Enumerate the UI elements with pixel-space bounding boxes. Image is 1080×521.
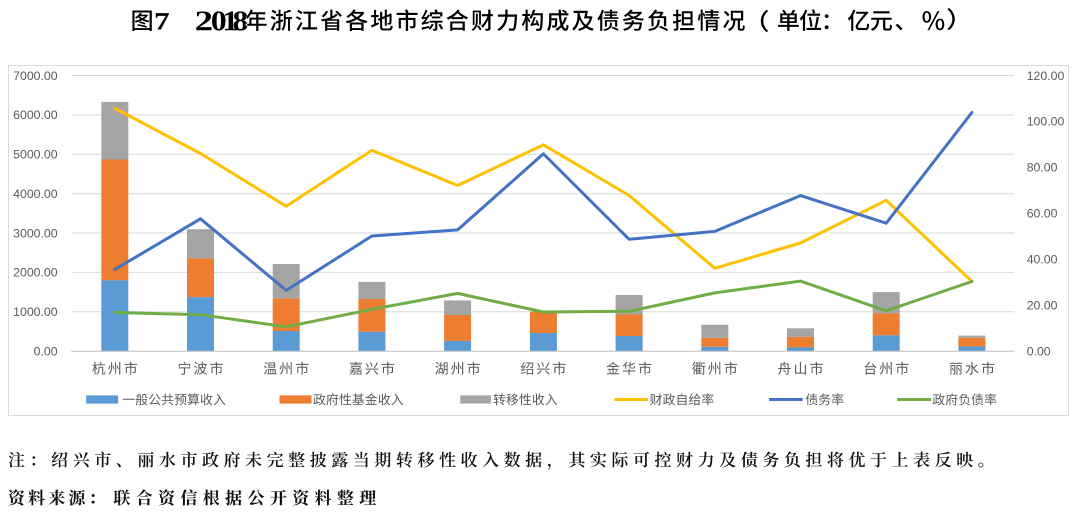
svg-text:0.00: 0.00: [34, 345, 58, 359]
svg-text:120.00: 120.00: [1027, 69, 1065, 83]
svg-text:60.00: 60.00: [1027, 207, 1058, 221]
svg-text:5000.00: 5000.00: [13, 148, 58, 162]
svg-text:7000.00: 7000.00: [13, 69, 58, 83]
svg-text:80.00: 80.00: [1027, 161, 1058, 175]
svg-text:4000.00: 4000.00: [13, 187, 58, 201]
svg-text:2000.00: 2000.00: [13, 266, 58, 280]
svg-text:0.00: 0.00: [1027, 345, 1051, 359]
svg-text:1000.00: 1000.00: [13, 305, 58, 319]
svg-text:20.00: 20.00: [1027, 299, 1058, 313]
svg-text:40.00: 40.00: [1027, 253, 1058, 267]
svg-text:3000.00: 3000.00: [13, 226, 58, 240]
svg-text:100.00: 100.00: [1027, 115, 1065, 129]
svg-text:6000.00: 6000.00: [13, 108, 58, 122]
